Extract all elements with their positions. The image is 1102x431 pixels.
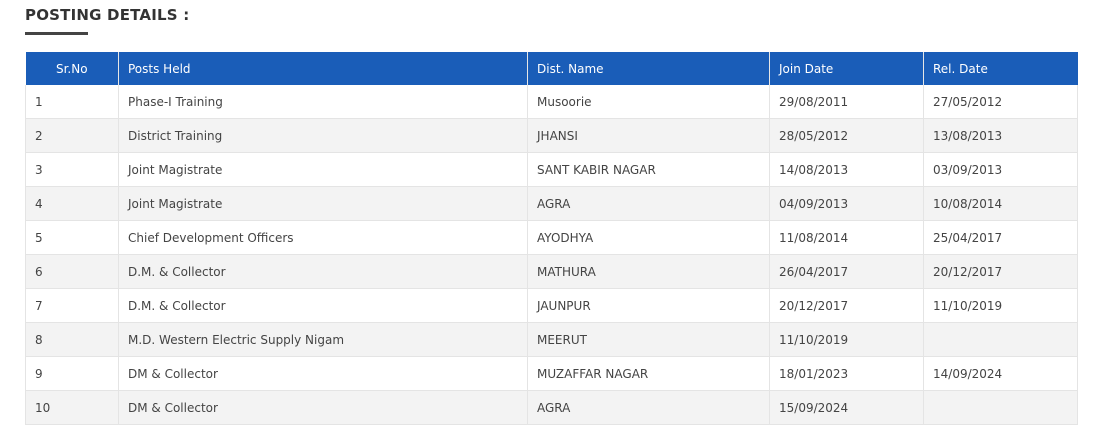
table-row: 3 Joint Magistrate SANT KABIR NAGAR 14/08/2… bbox=[25, 152, 1078, 187]
section-title: POSTING DETAILS : bbox=[25, 6, 190, 24]
table-row: 4 Joint Magistrate AGRA 04/09/2013 10/08/201… bbox=[25, 186, 1078, 221]
table-cell: 11/08/2014 bbox=[769, 220, 924, 255]
table-cell: 13/08/2013 bbox=[923, 118, 1078, 153]
table-cell: MUZAFFAR NAGAR bbox=[527, 356, 770, 391]
table-cell: DM & Collector bbox=[118, 390, 528, 425]
column-header: Sr.No bbox=[25, 52, 119, 85]
table-cell: Chief Development Officers bbox=[118, 220, 528, 255]
header-row: Sr.No Posts Held Dist. Name Join Date Rel. D… bbox=[25, 52, 1078, 85]
table-cell: D.M. & Collector bbox=[118, 254, 528, 289]
table-cell: JAUNPUR bbox=[527, 288, 770, 323]
table-cell: Joint Magistrate bbox=[118, 152, 528, 187]
table-cell: MATHURA bbox=[527, 254, 770, 289]
table-cell: 15/09/2024 bbox=[769, 390, 924, 425]
table-cell: 10 bbox=[25, 390, 119, 425]
table-cell: Musoorie bbox=[527, 85, 770, 119]
table-cell: 6 bbox=[25, 254, 119, 289]
table-cell: 14/09/2024 bbox=[923, 356, 1078, 391]
table-cell: 28/05/2012 bbox=[769, 118, 924, 153]
table-row: 10 DM & Collector AGRA 15/09/2024 bbox=[25, 390, 1078, 425]
table-cell: 14/08/2013 bbox=[769, 152, 924, 187]
table-cell: D.M. & Collector bbox=[118, 288, 528, 323]
table-cell: 10/08/2014 bbox=[923, 186, 1078, 221]
table-cell: 4 bbox=[25, 186, 119, 221]
table-cell: 1 bbox=[25, 85, 119, 119]
table-cell: 26/04/2017 bbox=[769, 254, 924, 289]
table-row: 6 D.M. & Collector MATHURA 26/04/2017 20/12/… bbox=[25, 254, 1078, 289]
table-cell: MEERUT bbox=[527, 322, 770, 357]
table-cell: 9 bbox=[25, 356, 119, 391]
table-cell: M.D. Western Electric Supply Nigam bbox=[118, 322, 528, 357]
column-header: Rel. Date bbox=[923, 52, 1078, 85]
table-row: 1 Phase-I Training Musoorie 29/08/2011 27/05… bbox=[25, 85, 1078, 119]
table-cell: 20/12/2017 bbox=[923, 254, 1078, 289]
table-cell: District Training bbox=[118, 118, 528, 153]
table-row: 8 M.D. Western Electric Supply Nigam MEERU… bbox=[25, 322, 1078, 357]
table-cell: 11/10/2019 bbox=[769, 322, 924, 357]
table-cell: 29/08/2011 bbox=[769, 85, 924, 119]
posting-table: Sr.No Posts Held Dist. Name Join Date Rel. D… bbox=[25, 52, 1078, 425]
table-cell: 27/05/2012 bbox=[923, 85, 1078, 119]
table-cell: 7 bbox=[25, 288, 119, 323]
table-cell: 2 bbox=[25, 118, 119, 153]
table-cell bbox=[923, 322, 1078, 357]
table-row: 5 Chief Development Officers AYODHYA 11/08/… bbox=[25, 220, 1078, 255]
title-underline bbox=[25, 32, 88, 35]
column-header: Posts Held bbox=[118, 52, 528, 85]
table-cell: 20/12/2017 bbox=[769, 288, 924, 323]
table-cell: 8 bbox=[25, 322, 119, 357]
table-row: 7 D.M. & Collector JAUNPUR 20/12/2017 11/10/… bbox=[25, 288, 1078, 323]
column-header: Dist. Name bbox=[527, 52, 770, 85]
table-cell: Phase-I Training bbox=[118, 85, 528, 119]
column-header: Join Date bbox=[769, 52, 924, 85]
table-row: 2 District Training JHANSI 28/05/2012 13/08/… bbox=[25, 118, 1078, 153]
table-cell: DM & Collector bbox=[118, 356, 528, 391]
table-cell: Joint Magistrate bbox=[118, 186, 528, 221]
table-cell: AYODHYA bbox=[527, 220, 770, 255]
table-cell: 25/04/2017 bbox=[923, 220, 1078, 255]
table-cell: 04/09/2013 bbox=[769, 186, 924, 221]
table-cell: AGRA bbox=[527, 390, 770, 425]
table-cell: JHANSI bbox=[527, 118, 770, 153]
table-cell: 11/10/2019 bbox=[923, 288, 1078, 323]
table-cell bbox=[923, 390, 1078, 425]
table-cell: AGRA bbox=[527, 186, 770, 221]
table-cell: 03/09/2013 bbox=[923, 152, 1078, 187]
table-cell: 5 bbox=[25, 220, 119, 255]
table-row: 9 DM & Collector MUZAFFAR NAGAR 18/01/2023 1… bbox=[25, 356, 1078, 391]
table-cell: 18/01/2023 bbox=[769, 356, 924, 391]
table-cell: 3 bbox=[25, 152, 119, 187]
table-cell: SANT KABIR NAGAR bbox=[527, 152, 770, 187]
table-body: 1 Phase-I Training Musoorie 29/08/2011 27/05… bbox=[25, 85, 1078, 425]
